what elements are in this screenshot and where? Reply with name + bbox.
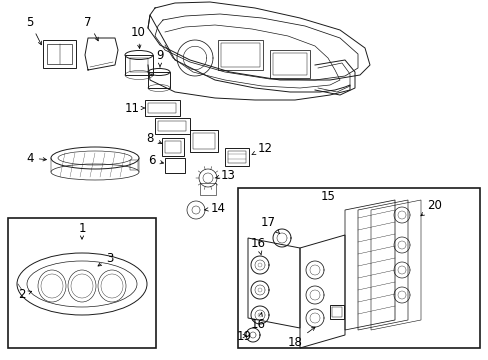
Bar [269, 50, 309, 78]
Text: 5: 5 [26, 15, 41, 45]
Text: 20: 20 [420, 198, 442, 216]
Bar [148, 72, 170, 88]
Bar [148, 103, 176, 113]
Bar [162, 138, 183, 156]
Text: 6: 6 [148, 153, 163, 166]
Bar [8, 218, 156, 348]
Bar [200, 183, 216, 195]
Bar [130, 160, 138, 170]
Text: 15: 15 [320, 189, 335, 202]
Bar [193, 133, 215, 149]
Text: 10: 10 [130, 26, 145, 48]
Text: 16: 16 [250, 237, 265, 255]
Text: 9: 9 [156, 49, 163, 67]
Text: 12: 12 [251, 141, 272, 154]
Bar [221, 43, 260, 67]
Bar [125, 55, 153, 75]
Bar [43, 40, 76, 68]
Bar [224, 148, 248, 166]
Text: 2: 2 [18, 288, 32, 302]
Bar [164, 158, 184, 173]
Text: 1: 1 [78, 221, 85, 239]
Bar [190, 130, 218, 152]
Text: 4: 4 [26, 152, 46, 165]
Bar [329, 305, 343, 319]
Text: 8: 8 [146, 131, 162, 144]
Bar [331, 307, 341, 317]
Bar [272, 53, 306, 75]
Bar [158, 121, 185, 131]
Text: 18: 18 [287, 327, 314, 348]
Text: 16: 16 [250, 313, 265, 332]
Bar [155, 118, 190, 134]
Bar [47, 44, 72, 64]
Bar [218, 40, 263, 70]
Text: 14: 14 [204, 202, 225, 215]
Bar [238, 188, 479, 348]
Text: 13: 13 [215, 168, 235, 181]
Text: 19: 19 [236, 329, 251, 342]
Text: 17: 17 [260, 216, 279, 234]
Text: 3: 3 [98, 252, 113, 266]
Bar [145, 100, 180, 116]
Bar [164, 141, 181, 153]
Bar [130, 58, 148, 72]
Text: 11: 11 [124, 102, 145, 114]
Text: 7: 7 [84, 15, 98, 41]
Bar [227, 151, 245, 163]
